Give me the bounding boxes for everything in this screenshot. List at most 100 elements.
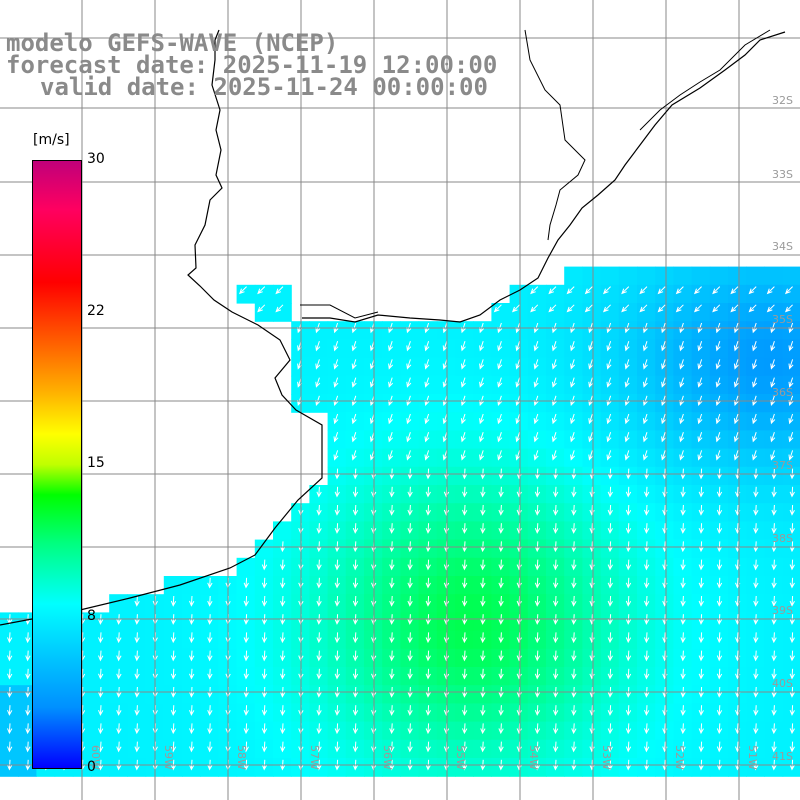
wind-arrow [460,450,466,461]
wind-speed-cell [655,448,674,468]
longitude-label: 52W [673,745,686,770]
wind-speed-cell [564,448,583,468]
wind-arrow [352,577,359,589]
wind-arrow [644,468,650,480]
wind-arrow [789,705,795,716]
wind-speed-cell [600,321,620,340]
wind-arrow [407,523,413,534]
wind-arrow [406,359,412,370]
wind-arrow [730,286,739,295]
wind-arrow [25,741,31,753]
wind-arrow [498,723,504,735]
wind-speed-cell [509,375,529,395]
wind-arrow [134,723,140,735]
wind-arrow [407,541,413,553]
wind-arrow [515,359,521,370]
wind-arrow [7,668,13,680]
wind-arrow [752,450,758,461]
wind-arrow [388,450,394,461]
wind-arrow [243,705,249,716]
wind-speed-cell [618,357,638,377]
wind-arrow [715,377,721,388]
wind-arrow [624,359,630,370]
wind-arrow [551,413,557,425]
wind-speed-cell [473,321,492,340]
wind-arrow [784,286,793,295]
wind-arrow [334,468,340,480]
wind-arrow [771,523,777,534]
wind-arrow [607,523,613,534]
wind-arrow [533,359,539,370]
wind-speed-cell [564,339,583,359]
wind-arrow [479,413,485,425]
wind-arrow [406,377,412,388]
wind-arrow [644,632,650,644]
wind-arrow [534,650,541,662]
wind-arrow [25,723,31,735]
wind-arrow [462,468,468,480]
wind-speed-cell [182,576,201,595]
wind-arrow [316,504,322,516]
latitude-label: 37S [772,459,793,472]
wind-speed-cell [527,448,547,468]
wind-arrow [716,705,723,716]
wind-arrow [316,577,322,589]
wind-arrow [625,741,632,753]
wind-speed-cell [527,339,547,359]
wind-arrow [698,650,704,662]
wind-arrow [170,595,177,607]
wind-arrow [571,541,577,553]
wind-arrow [789,668,795,680]
wind-speed-cell [254,539,274,559]
wind-arrow [352,723,359,735]
wind-arrow [497,377,503,388]
wind-arrow [316,632,322,644]
wind-arrow [406,450,412,461]
wind-arrow [588,341,594,352]
wind-speed-cell [509,321,529,340]
wind-arrow [752,395,758,406]
wind-arrow [442,359,448,370]
wind-arrow [425,705,431,716]
wind-arrow [644,577,650,589]
wind-arrow [351,359,357,370]
wind-arrow [460,432,466,443]
wind-arrow [680,632,686,644]
wind-arrow [571,668,577,680]
wind-speed-cell [546,357,565,377]
wind-speed-cell [655,430,674,450]
wind-speed-cell [382,357,401,377]
wind-arrow [480,705,486,716]
wind-arrow [280,577,286,589]
wind-arrow [243,668,249,680]
wind-arrow [333,450,339,461]
wind-arrow [7,705,13,716]
wind-arrow [189,668,195,680]
wind-arrow [571,504,577,516]
wind-arrow [134,650,140,662]
wind-arrow [661,432,667,443]
wind-arrow [771,723,777,735]
wind-speed-cell [637,394,656,413]
wind-speed-cell [327,430,347,450]
wind-arrow [639,304,648,313]
wind-speed-cell [673,357,693,377]
wind-speed-cell [527,430,547,450]
wind-arrow [407,650,413,662]
wind-speed-cell [564,321,583,340]
wind-arrow [7,650,13,662]
wind-arrow [425,541,431,553]
wind-arrow [207,705,213,716]
wind-arrow [753,468,759,480]
wind-speed-cell [473,430,492,450]
longitude-label: 59W [162,745,175,770]
wind-speed-cell [673,266,693,286]
longitude-label: 54W [527,745,540,770]
wind-speed-cell [491,394,511,413]
wind-arrow [480,723,486,735]
wind-arrow [170,668,177,680]
wind-arrow [639,286,648,295]
longitude-label: 51W [746,745,759,770]
wind-arrow [116,650,122,662]
